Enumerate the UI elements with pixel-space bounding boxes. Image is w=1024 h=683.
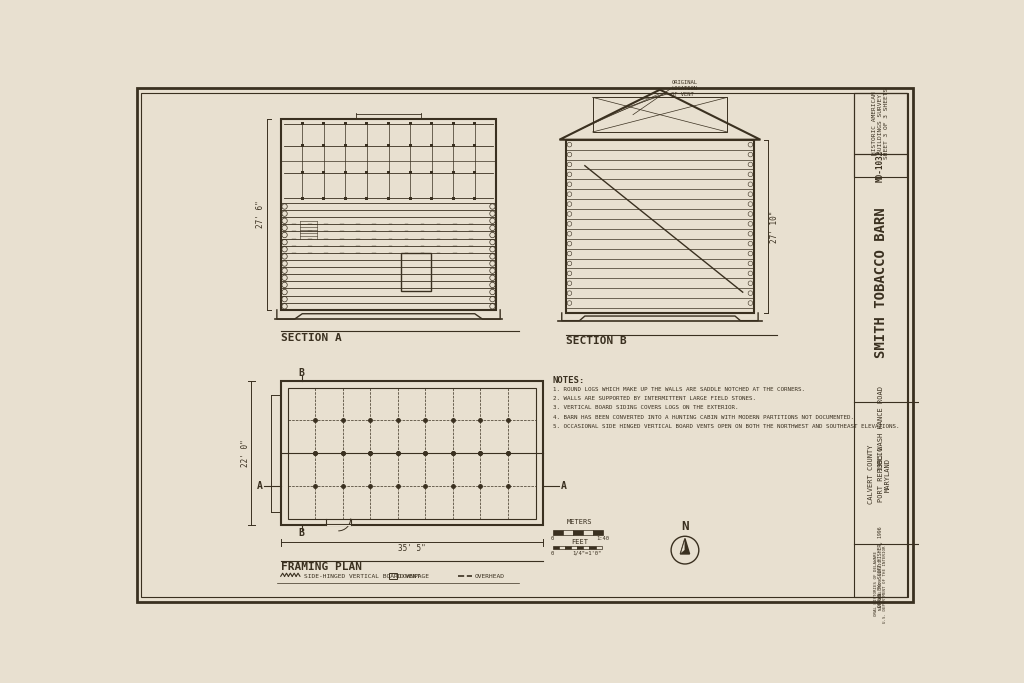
Bar xyxy=(366,122,369,125)
Text: NOTES:: NOTES: xyxy=(553,376,585,385)
Bar xyxy=(323,197,326,200)
Bar xyxy=(323,122,326,125)
Text: FEET: FEET xyxy=(571,540,588,546)
Bar xyxy=(344,144,347,148)
Bar xyxy=(301,144,304,148)
Bar xyxy=(473,171,476,174)
Bar xyxy=(854,93,906,154)
Bar xyxy=(571,546,578,549)
Text: FRAMING PLAN: FRAMING PLAN xyxy=(281,562,361,572)
Text: 1:40: 1:40 xyxy=(596,536,609,541)
Bar xyxy=(301,197,304,200)
Bar xyxy=(473,122,476,125)
Text: PORT REPUBLIC: PORT REPUBLIC xyxy=(878,447,884,502)
Bar xyxy=(565,140,755,313)
Bar xyxy=(584,546,590,549)
Bar xyxy=(366,197,369,200)
Bar xyxy=(401,253,431,291)
Text: OVERHEAD: OVERHEAD xyxy=(475,574,505,579)
Text: DOWNPAGE: DOWNPAGE xyxy=(400,574,430,579)
Bar xyxy=(281,119,497,310)
Text: SIDE-HINGED VERTICAL BOARD VENT: SIDE-HINGED VERTICAL BOARD VENT xyxy=(304,574,420,579)
Bar xyxy=(854,154,906,178)
Text: ORIGINAL
LOCATION
OF VENT: ORIGINAL LOCATION OF VENT xyxy=(672,81,697,97)
Text: A: A xyxy=(256,482,262,491)
Bar xyxy=(452,144,455,148)
Text: 27' 6": 27' 6" xyxy=(256,201,265,228)
Text: DRAWN BY: SCOTT FISHER, 1996: DRAWN BY: SCOTT FISHER, 1996 xyxy=(878,527,883,607)
Bar xyxy=(430,144,433,148)
Bar xyxy=(409,122,412,125)
Bar xyxy=(452,171,455,174)
Bar xyxy=(301,171,304,174)
Bar xyxy=(430,122,433,125)
Bar xyxy=(473,197,476,200)
Text: METERS: METERS xyxy=(566,520,592,525)
Bar xyxy=(562,530,572,535)
Bar xyxy=(387,144,390,148)
Bar xyxy=(473,144,476,148)
Text: 0: 0 xyxy=(551,551,554,556)
Bar xyxy=(366,171,369,174)
Bar xyxy=(553,546,559,549)
Text: SMITH TOBACCO BARN: SMITH TOBACCO BARN xyxy=(873,207,888,357)
Bar xyxy=(301,122,304,125)
Text: 0: 0 xyxy=(551,536,554,541)
Bar xyxy=(565,546,571,549)
Bar xyxy=(409,144,412,148)
Text: A: A xyxy=(561,482,567,491)
Bar xyxy=(593,98,727,132)
Bar xyxy=(553,530,562,535)
Text: 22' 0": 22' 0" xyxy=(241,439,250,467)
Bar xyxy=(409,171,412,174)
Bar xyxy=(387,197,390,200)
Bar xyxy=(288,388,536,518)
Bar xyxy=(590,546,596,549)
Text: 27' 10": 27' 10" xyxy=(770,210,778,242)
Bar xyxy=(323,144,326,148)
Bar xyxy=(388,573,397,579)
Text: 3. VERTICAL BOARD SIDING COVERS LOGS ON THE EXTERIOR.: 3. VERTICAL BOARD SIDING COVERS LOGS ON … xyxy=(553,405,738,410)
Text: MD-1032: MD-1032 xyxy=(877,150,885,182)
Text: 1995 WASH HANCE ROAD: 1995 WASH HANCE ROAD xyxy=(878,386,884,471)
Bar xyxy=(559,546,565,549)
Text: SECTION A: SECTION A xyxy=(281,333,341,343)
Bar xyxy=(430,197,433,200)
Bar xyxy=(596,546,602,549)
Text: 4. BARN HAS BEEN CONVERTED INTO A HUNTING CABIN WITH MODERN PARTITIONS NOT DOCUM: 4. BARN HAS BEEN CONVERTED INTO A HUNTIN… xyxy=(553,415,854,419)
Bar xyxy=(572,530,583,535)
Bar xyxy=(452,122,455,125)
Text: MARYLAND: MARYLAND xyxy=(885,458,891,492)
Text: CALVERT COUNTY: CALVERT COUNTY xyxy=(868,445,874,505)
Bar xyxy=(452,197,455,200)
Bar xyxy=(593,530,602,535)
Bar xyxy=(854,93,906,597)
Bar xyxy=(578,546,584,549)
Text: N: N xyxy=(681,520,689,533)
Bar xyxy=(281,380,543,525)
Text: 2. WALLS ARE SUPPORTED BY INTERMITTENT LARGE FIELD STONES.: 2. WALLS ARE SUPPORTED BY INTERMITTENT L… xyxy=(553,396,756,401)
Text: 1/4"=1'0": 1/4"=1'0" xyxy=(572,551,602,556)
Text: ORAL HISTORIES OF DELAWARE
NATIONAL PARK SERVICE
U.S. DEPARTMENT OF THE INTERIOR: ORAL HISTORIES OF DELAWARE NATIONAL PARK… xyxy=(873,545,887,623)
Bar xyxy=(344,122,347,125)
Bar xyxy=(344,197,347,200)
Bar xyxy=(387,122,390,125)
Polygon shape xyxy=(680,539,689,554)
Text: 1. ROUND LOGS WHICH MAKE UP THE WALLS ARE SADDLE NOTCHED AT THE CORNERS.: 1. ROUND LOGS WHICH MAKE UP THE WALLS AR… xyxy=(553,387,805,392)
Bar xyxy=(583,530,593,535)
Bar xyxy=(366,144,369,148)
Text: SECTION B: SECTION B xyxy=(565,336,627,346)
Bar xyxy=(344,171,347,174)
Text: 35' 5": 35' 5" xyxy=(397,544,426,553)
Bar xyxy=(323,171,326,174)
Text: B: B xyxy=(299,368,304,378)
Polygon shape xyxy=(680,539,685,554)
Bar xyxy=(387,171,390,174)
Text: 5. OCCASIONAL SIDE HINGED VERTICAL BOARD VENTS OPEN ON BOTH THE NORTHWEST AND SO: 5. OCCASIONAL SIDE HINGED VERTICAL BOARD… xyxy=(553,424,899,429)
Bar xyxy=(409,197,412,200)
Text: HISTORIC AMERICAN
BUILDINGS SURVEY
SHEET 3 OF 3 SHEETS: HISTORIC AMERICAN BUILDINGS SURVEY SHEET… xyxy=(872,88,889,159)
Text: B: B xyxy=(299,528,304,538)
Bar xyxy=(430,171,433,174)
